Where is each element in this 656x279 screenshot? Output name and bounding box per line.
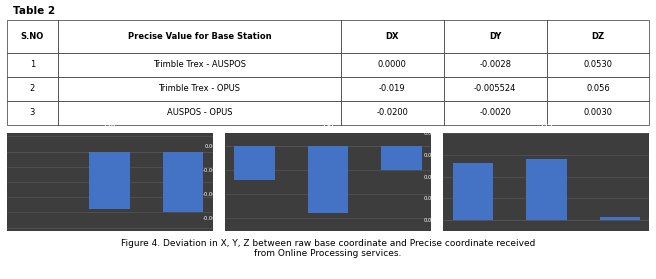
Bar (163, 151, 203, 212)
Title: DX: DX (103, 124, 116, 133)
Bar (453, 163, 493, 220)
Bar (89, 151, 130, 209)
Title: DZ: DZ (540, 124, 553, 133)
Bar (381, 146, 422, 170)
Text: Figure 4. Deviation in X, Y, Z between raw base coordinate and Precise coordinat: Figure 4. Deviation in X, Y, Z between r… (121, 239, 535, 258)
Bar (526, 159, 567, 220)
Bar (308, 146, 348, 213)
Title: DY: DY (322, 124, 334, 133)
Text: Table 2: Table 2 (13, 6, 55, 16)
Bar (234, 146, 275, 180)
Bar (600, 217, 640, 220)
